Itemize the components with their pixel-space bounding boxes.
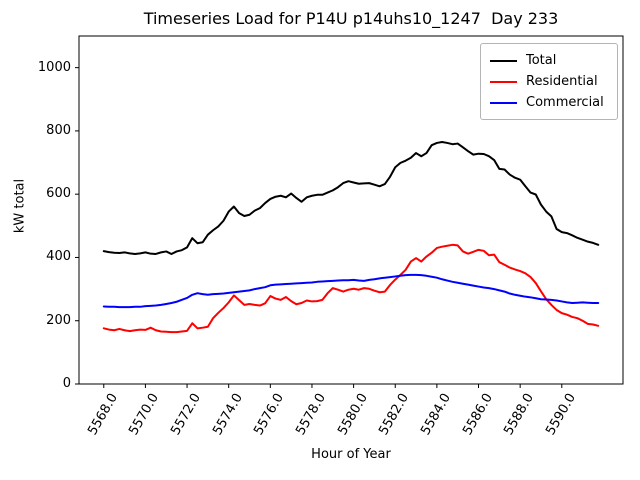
legend: Total Residential Commercial: [480, 43, 618, 120]
y-tick-label: 1000: [37, 59, 71, 75]
y-axis-label: kW total: [12, 178, 28, 234]
legend-line-swatch: [490, 59, 517, 62]
legend-label: Residential: [526, 74, 598, 89]
y-tick-label: 400: [46, 249, 71, 265]
series-line-residential: [102, 243, 600, 334]
legend-label: Total: [526, 53, 557, 68]
chart-title: Timeseries Load for P14U p14uhs10_1247 D…: [143, 9, 559, 28]
series-line-commercial: [102, 273, 600, 309]
legend-line-swatch: [490, 101, 517, 104]
legend-label: Commercial: [526, 95, 604, 110]
legend-entry-residential: Residential: [490, 71, 609, 92]
legend-entry-commercial: Commercial: [490, 92, 609, 113]
series-line-total: [102, 140, 600, 255]
axes-spines: [78, 35, 624, 385]
y-tick-label: 200: [46, 312, 71, 328]
legend-entry-total: Total: [490, 50, 609, 71]
y-tick-label: 800: [46, 122, 71, 138]
x-axis-label: Hour of Year: [311, 447, 391, 462]
legend-line-swatch: [490, 80, 517, 83]
y-tick-label: 600: [46, 186, 71, 202]
y-tick-label: 0: [62, 376, 71, 391]
